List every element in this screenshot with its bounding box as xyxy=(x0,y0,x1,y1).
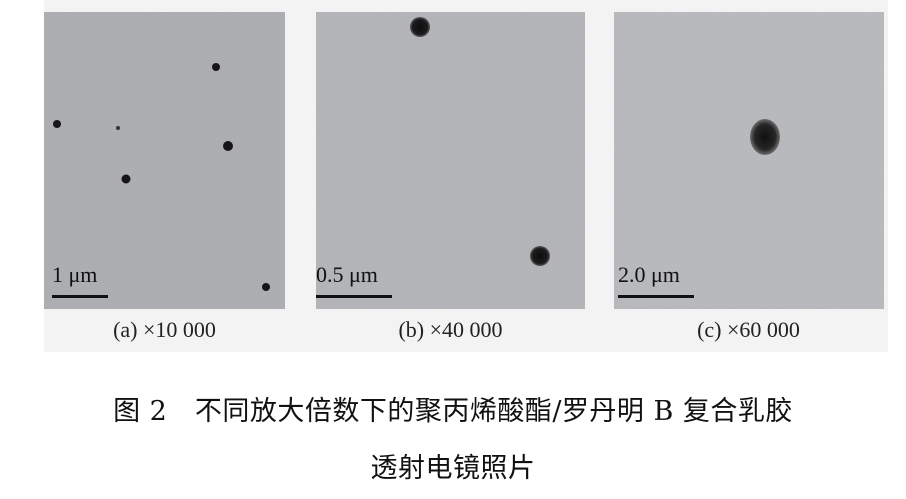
tem-micrograph-c xyxy=(614,12,884,309)
particle xyxy=(223,141,233,151)
tem-image-b xyxy=(316,12,585,309)
figure-title-line1: 图 2 不同放大倍数下的聚丙烯酸酯/罗丹明 B 复合乳胶 xyxy=(113,396,793,427)
tem-image-a xyxy=(44,12,285,309)
panel-caption-b: (b) ×40 000 xyxy=(398,317,503,342)
scale-bar-a xyxy=(52,295,108,298)
scale-bar-c xyxy=(618,295,694,298)
panel-caption-a: (a) ×10 000 xyxy=(113,317,216,342)
panel-caption-c: (c) ×60 000 xyxy=(697,317,800,342)
particle xyxy=(410,17,430,37)
tem-micrograph-a xyxy=(44,12,285,309)
tem-micrograph-b xyxy=(316,12,585,309)
particle xyxy=(262,283,270,291)
figure-title-line2: 透射电镜照片 xyxy=(370,453,536,484)
scale-label-b: 0.5 μm xyxy=(316,262,378,287)
scale-bar-b xyxy=(316,295,392,298)
particle xyxy=(53,120,61,128)
scale-label-c: 2.0 μm xyxy=(618,262,680,287)
particle xyxy=(116,126,120,130)
tem-image-c xyxy=(614,12,884,309)
particle xyxy=(212,63,220,71)
particle xyxy=(121,174,131,184)
particle xyxy=(530,246,550,266)
scale-label-a: 1 μm xyxy=(52,262,98,287)
particle xyxy=(750,119,780,155)
